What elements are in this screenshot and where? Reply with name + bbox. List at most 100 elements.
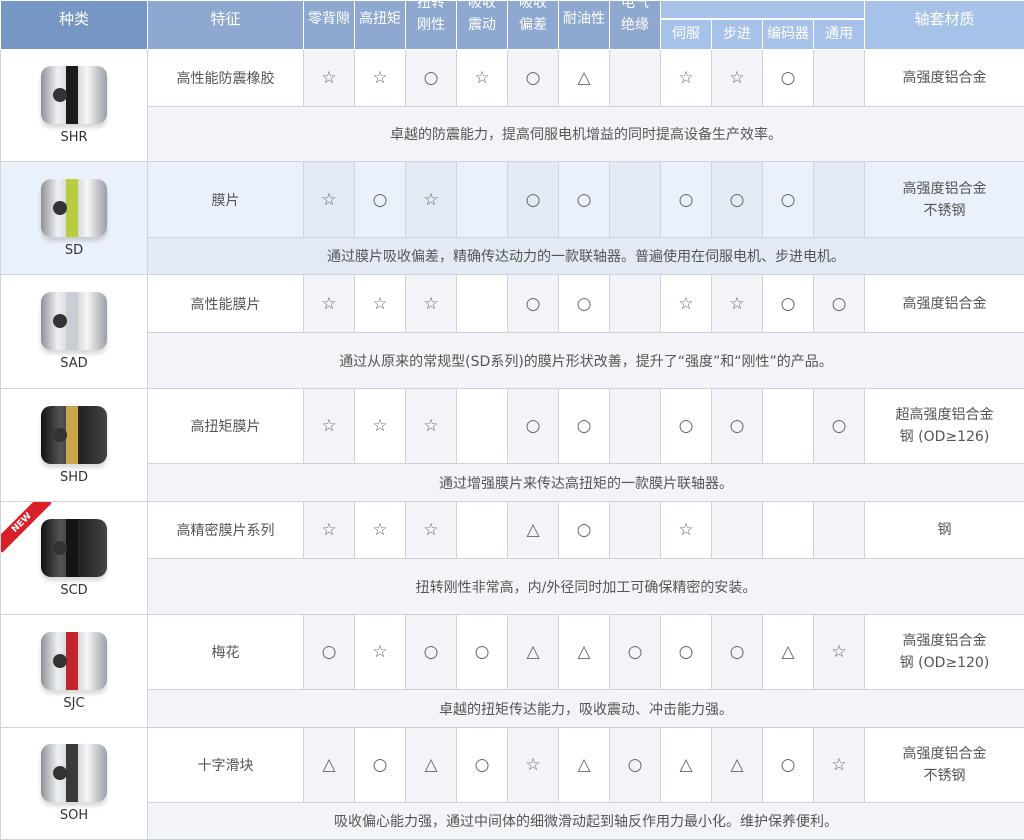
circle-icon: ○ bbox=[678, 189, 694, 210]
rating-cell: △ bbox=[762, 614, 814, 690]
product-cell[interactable]: SD bbox=[0, 161, 148, 275]
product-cell[interactable]: SHD bbox=[0, 388, 148, 502]
circle-icon: ○ bbox=[372, 755, 388, 775]
rating-cell: ☆ bbox=[303, 49, 355, 107]
rating-cell: ○ bbox=[558, 501, 610, 559]
rating-cell: ○ bbox=[456, 614, 508, 690]
circle-icon: ○ bbox=[780, 755, 796, 775]
rating-cell bbox=[762, 388, 814, 464]
star-icon: ☆ bbox=[678, 68, 694, 88]
rating-cell: ○ bbox=[711, 388, 763, 464]
description-row: 扭转刚性非常高，内/外径同时加工可确保精密的安装。 bbox=[1, 558, 1024, 615]
circle-icon: ○ bbox=[474, 642, 490, 662]
star-icon: ☆ bbox=[423, 416, 439, 436]
material-line: 高强度铝合金 bbox=[902, 180, 987, 197]
rating-cell bbox=[813, 161, 865, 238]
circle-icon: ○ bbox=[321, 642, 337, 662]
header-col: 吸收震动 bbox=[456, 0, 508, 50]
rating-cell: ○ bbox=[558, 274, 610, 333]
description-row: 卓越的扭矩传达能力，吸收震动、冲击能力强。 bbox=[1, 689, 1024, 728]
product-row: SCD NEW 高精密膜片系列 ☆ ☆ ☆ △ ○ ☆ 钢 bbox=[0, 501, 1024, 615]
rating-cell: ○ bbox=[813, 274, 865, 333]
description-row: 吸收偏心能力强，通过中间体的细微滑动起到轴反作用力最小化。维护保养便利。 bbox=[1, 802, 1024, 840]
circle-icon: ○ bbox=[729, 416, 745, 436]
rating-cell: ☆ bbox=[354, 274, 406, 333]
circle-icon: ○ bbox=[678, 416, 694, 436]
rating-cell bbox=[813, 501, 865, 559]
product-cell[interactable]: SCD NEW bbox=[0, 501, 148, 615]
description-text: 通过增强膜片来传达高扭矩的一款膜片联轴器。 bbox=[147, 463, 1024, 502]
rating-cell: ☆ bbox=[354, 614, 406, 690]
circle-icon: ○ bbox=[474, 755, 490, 775]
rating-cell: ☆ bbox=[456, 49, 508, 107]
rating-cell: ○ bbox=[660, 388, 712, 464]
rating-cell: ○ bbox=[456, 727, 508, 803]
circle-icon: ○ bbox=[780, 68, 796, 88]
coupling-image-icon bbox=[41, 744, 107, 802]
product-cell[interactable]: SOH bbox=[0, 727, 148, 840]
rating-cell: ○ bbox=[507, 388, 559, 464]
rating-cell: ○ bbox=[711, 161, 763, 238]
rating-cell: ☆ bbox=[405, 161, 457, 238]
rating-cell: ○ bbox=[609, 614, 661, 690]
circle-icon: ○ bbox=[627, 642, 643, 662]
rating-cell bbox=[711, 501, 763, 559]
rating-cell: △ bbox=[711, 727, 763, 803]
material-line: 高强度铝合金 bbox=[902, 295, 987, 312]
triangle-icon: △ bbox=[424, 755, 438, 775]
star-icon: ☆ bbox=[423, 189, 439, 210]
feature-cell: 高精密膜片系列 bbox=[147, 501, 304, 559]
feature-cell: 梅花 bbox=[147, 614, 304, 690]
triangle-icon: △ bbox=[577, 642, 591, 662]
rating-cell: ☆ bbox=[354, 388, 406, 464]
header-motor-col: 编码器 bbox=[762, 18, 814, 50]
product-name: SD bbox=[64, 242, 84, 258]
rating-cell: △ bbox=[405, 727, 457, 803]
rating-cell: △ bbox=[303, 727, 355, 803]
rating-cell: ☆ bbox=[303, 501, 355, 559]
material-cell: 高强度铝合金 bbox=[864, 274, 1024, 333]
product-row: SHR 高性能防震橡胶 ☆ ☆ ○ ☆ ○ △ ☆ ☆ ○ 高强度铝合金 bbox=[0, 49, 1024, 162]
rating-cell: △ bbox=[558, 727, 610, 803]
product-cell[interactable]: SJC bbox=[0, 614, 148, 728]
product-cell[interactable]: SHR bbox=[0, 49, 148, 162]
rating-cell: ☆ bbox=[354, 501, 406, 559]
material-cell: 高强度铝合金钢 (OD≥120) bbox=[864, 614, 1024, 690]
circle-icon: ○ bbox=[780, 293, 796, 314]
star-icon: ☆ bbox=[372, 642, 388, 662]
rating-cell: ☆ bbox=[405, 501, 457, 559]
triangle-icon: △ bbox=[730, 755, 744, 775]
star-icon: ☆ bbox=[321, 520, 337, 540]
product-row: SAD 高性能膜片 ☆ ☆ ☆ ○ ○ ☆ ☆ ○ ○ 高强度铝合金 bbox=[0, 274, 1024, 389]
rating-cell: ○ bbox=[762, 727, 814, 803]
rating-cell: ○ bbox=[303, 614, 355, 690]
rating-cell: △ bbox=[558, 614, 610, 690]
rating-cell: ○ bbox=[405, 49, 457, 107]
description-row: 通过膜片吸收偏差，精确传达动力的一款联轴器。普遍使用在伺服电机、步进电机。 bbox=[1, 237, 1024, 275]
star-icon: ☆ bbox=[321, 416, 337, 436]
header-col-label: 电气绝缘 bbox=[611, 2, 660, 37]
description-text: 通过膜片吸收偏差，精确传达动力的一款联轴器。普遍使用在伺服电机、步进电机。 bbox=[147, 237, 1024, 275]
header-col: 电气绝缘 bbox=[609, 0, 661, 50]
circle-icon: ○ bbox=[525, 189, 541, 210]
rating-cell bbox=[456, 161, 508, 238]
coupling-image-icon bbox=[41, 405, 107, 464]
rating-cell: △ bbox=[507, 614, 559, 690]
product-cell[interactable]: SAD bbox=[0, 274, 148, 389]
header-col-label: 零背隙 bbox=[308, 11, 350, 27]
triangle-icon: △ bbox=[679, 755, 693, 775]
coupling-image-icon bbox=[41, 66, 107, 124]
rating-cell: ☆ bbox=[303, 388, 355, 464]
product-row: SOH 十字滑块 △ ○ △ ○ ☆ △ ○ △ △ ○ ☆ 高强度铝合金 不锈钢 bbox=[0, 727, 1024, 840]
header-col: 耐油性 bbox=[558, 0, 610, 50]
star-icon: ☆ bbox=[372, 416, 388, 436]
rating-cell bbox=[609, 49, 661, 107]
material-line: 高强度铝合金 bbox=[902, 633, 987, 649]
header-col-text: 吸收偏差 bbox=[519, 0, 547, 34]
rating-cell: ☆ bbox=[711, 274, 763, 333]
star-icon: ☆ bbox=[423, 520, 439, 540]
circle-icon: ○ bbox=[576, 416, 592, 436]
triangle-icon: △ bbox=[577, 68, 591, 88]
rating-cell bbox=[609, 274, 661, 333]
